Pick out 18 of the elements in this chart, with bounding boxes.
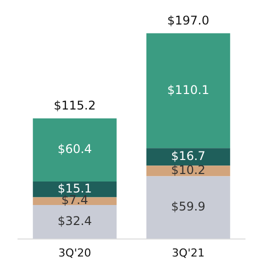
bar xyxy=(146,33,230,148)
data-label: $7.4 xyxy=(61,193,88,208)
data-label: $60.4 xyxy=(58,142,92,156)
bar xyxy=(32,118,117,182)
total-label: $197.0 xyxy=(167,13,210,28)
data-label: $110.1 xyxy=(167,82,210,97)
data-label: $15.1 xyxy=(58,181,92,196)
bar xyxy=(146,176,230,239)
data-label: $32.4 xyxy=(58,214,92,228)
x-tick-label: 3Q'21 xyxy=(172,246,205,260)
bar xyxy=(146,148,230,166)
data-label: $16.7 xyxy=(171,149,206,164)
x-tick-label: 3Q'20 xyxy=(58,246,92,260)
data-label: $10.2 xyxy=(171,163,206,178)
data-label: $59.9 xyxy=(171,200,206,214)
total-label: $115.2 xyxy=(54,98,96,113)
bar xyxy=(146,166,230,176)
bar xyxy=(32,204,117,239)
